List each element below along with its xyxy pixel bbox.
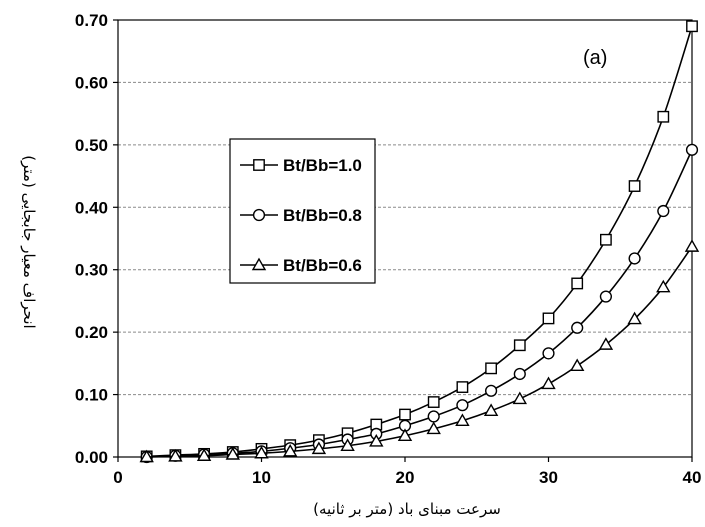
y-tick-label-6: 0.60: [75, 73, 108, 92]
data-point-1-12: [485, 384, 498, 397]
data-point-0-10: [427, 396, 440, 408]
series-square: [140, 20, 698, 463]
data-point-0-12: [485, 362, 497, 375]
y-tick-label-7: 0.70: [75, 11, 108, 30]
data-point-2-15: [569, 358, 585, 372]
data-point-2-6: [311, 441, 327, 455]
grid-lines: [118, 81, 692, 396]
data-point-2-13: [512, 391, 528, 405]
series-line-1: [146, 149, 693, 458]
data-point-2-9: [397, 428, 413, 441]
data-point-2-18: [656, 279, 671, 293]
x-tick-label-0: 0: [113, 468, 122, 487]
data-point-0-9: [399, 408, 411, 421]
series-group: [139, 20, 700, 464]
data-point-2-10: [426, 421, 441, 435]
data-point-2-4: [254, 445, 269, 459]
y-tick-label-4: 0.40: [75, 198, 108, 217]
y-tick-label-2: 0.20: [75, 323, 108, 342]
data-point-2-12: [483, 403, 499, 417]
y-tick-label-1: 0.10: [75, 386, 108, 405]
panel-label: (a): [583, 47, 607, 69]
data-point-0-14: [542, 312, 555, 325]
legend-marker-1: [252, 208, 266, 222]
legend-label-0: Bt/Bb=1.0: [283, 156, 362, 175]
axes: [113, 19, 693, 462]
data-point-2-2: [196, 448, 212, 461]
data-point-0-15: [571, 277, 584, 290]
data-point-2-3: [225, 447, 241, 460]
data-point-0-17: [628, 180, 641, 192]
data-point-2-0: [139, 449, 154, 463]
x-tick-label-4: 40: [683, 468, 702, 487]
data-point-1-14: [542, 347, 555, 360]
data-point-1-19: [685, 143, 699, 156]
x-tick-label-1: 10: [252, 468, 271, 487]
y-tick-label-5: 0.50: [75, 136, 108, 155]
data-point-1-10: [427, 410, 440, 423]
data-point-2-8: [369, 433, 384, 447]
data-point-2-14: [541, 376, 556, 390]
legend: Bt/Bb=1.0 Bt/Bb=0.8 Bt/Bb=0.6: [229, 138, 376, 284]
data-point-2-17: [627, 311, 642, 325]
data-point-2-5: [282, 443, 298, 457]
data-point-0-13: [513, 339, 526, 352]
y-axis-title: انحراف معیار جابجایی (متر): [20, 155, 38, 328]
legend-marker-2: [251, 257, 267, 271]
data-point-2-1: [168, 448, 183, 462]
data-point-0-11: [456, 381, 469, 393]
data-point-1-13: [513, 367, 526, 381]
y-tick-label-0: 0.00: [75, 448, 108, 467]
tick-labels: 0.00 0.10 0.20 0.30 0.40 0.50 0.60 0.70 0 10 20 30 4…: [75, 11, 702, 487]
legend-label-1: Bt/Bb=0.8: [283, 206, 362, 225]
data-point-1-18: [657, 204, 670, 218]
x-axis-title: سرعت مبنای باد (متر بر ثانیه): [313, 500, 501, 518]
series-triangle: [139, 239, 700, 463]
data-point-2-11: [455, 413, 470, 426]
data-point-0-18: [657, 110, 670, 123]
data-point-1-11: [456, 399, 469, 412]
data-point-0-16: [600, 233, 612, 246]
legend-label-2: Bt/Bb=0.6: [283, 256, 362, 275]
x-tick-label-2: 20: [396, 468, 415, 487]
data-point-2-7: [340, 438, 355, 451]
y-tick-label-3: 0.30: [75, 261, 108, 280]
data-point-0-19: [686, 20, 698, 33]
legend-marker-0: [253, 159, 265, 171]
data-point-2-19: [684, 239, 700, 252]
series-line-2: [146, 246, 693, 458]
data-point-1-16: [599, 290, 613, 303]
data-point-2-16: [598, 337, 614, 350]
data-point-1-17: [628, 252, 641, 265]
x-tick-label-3: 30: [539, 468, 558, 487]
series-circle: [140, 143, 699, 464]
data-point-1-15: [571, 321, 584, 334]
